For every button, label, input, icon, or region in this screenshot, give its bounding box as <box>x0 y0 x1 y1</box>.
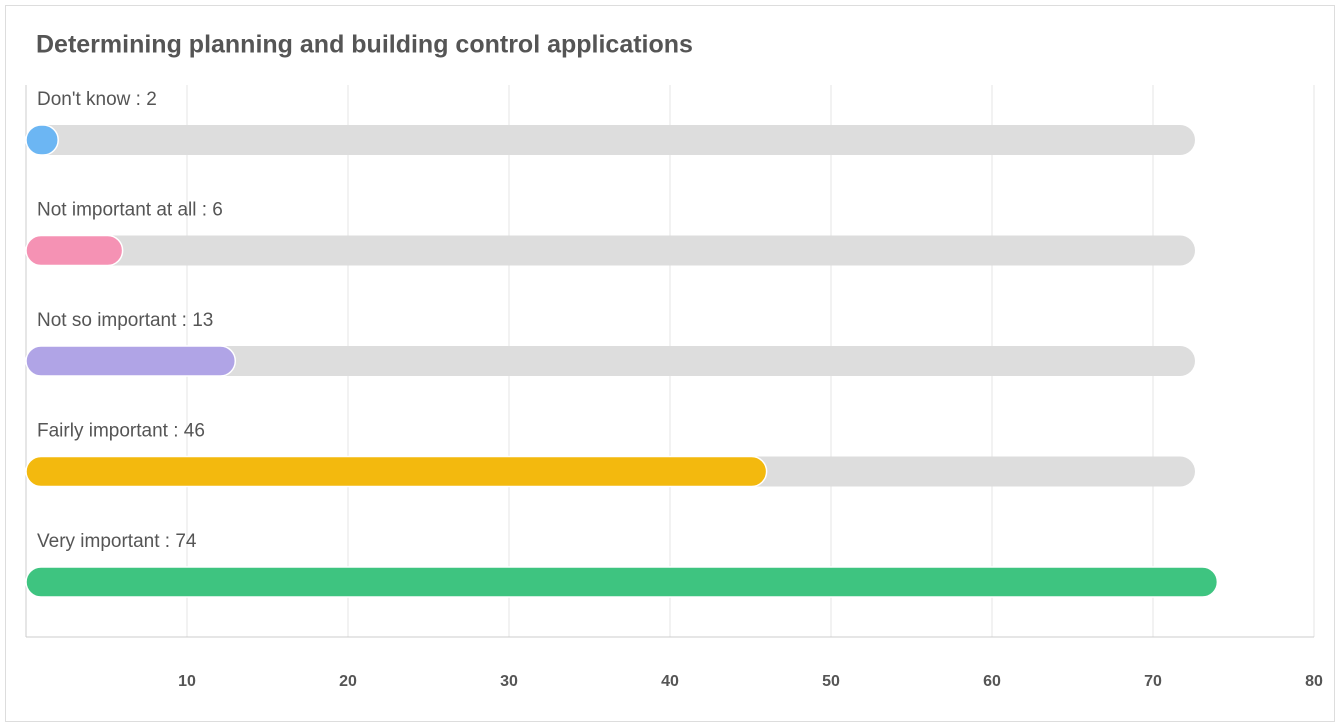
bar-label: Not so important : 13 <box>37 310 213 331</box>
bar-track <box>26 125 1195 155</box>
x-tick-label: 20 <box>339 673 357 690</box>
bar <box>25 234 124 267</box>
bar-label: Not important at all : 6 <box>37 200 223 221</box>
x-tick-label: 80 <box>1305 673 1323 690</box>
x-tick-label: 10 <box>178 673 196 690</box>
bar-track <box>26 346 1195 376</box>
x-tick-label: 40 <box>661 673 679 690</box>
bar <box>25 124 59 156</box>
x-tick-label: 30 <box>500 673 518 690</box>
x-tick-label: 50 <box>822 673 840 690</box>
bar-label: Don't know : 2 <box>37 89 157 110</box>
bar-label: Very important : 74 <box>37 531 197 552</box>
bar <box>25 345 237 377</box>
x-tick-label: 70 <box>1144 673 1162 690</box>
bar <box>25 455 768 488</box>
bar-label: Fairly important : 46 <box>37 421 205 442</box>
bar-track <box>26 235 1195 266</box>
chart-title: Determining planning and building contro… <box>36 31 693 59</box>
bar <box>25 566 1219 598</box>
x-tick-label: 60 <box>983 673 1001 690</box>
